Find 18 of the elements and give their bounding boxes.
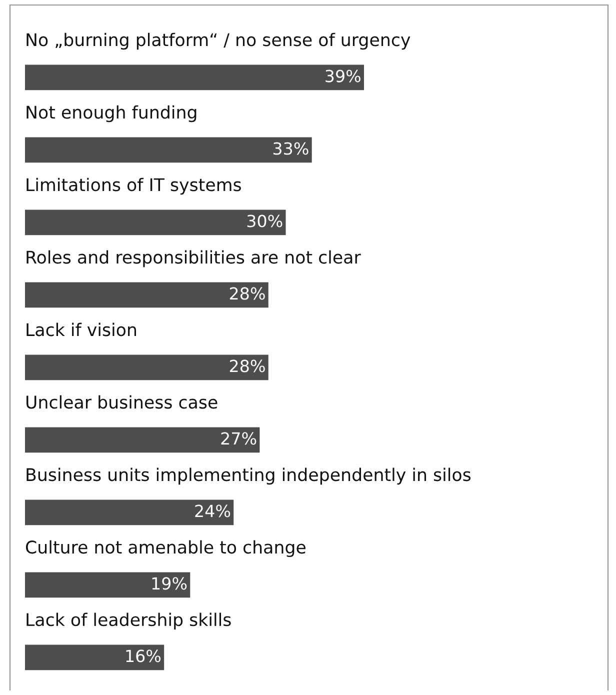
y-tick-label: Lack if vision (26, 322, 136, 336)
data-label: 16% (126, 650, 161, 662)
data-label: 28% (230, 360, 265, 372)
data-label: 39% (326, 70, 360, 82)
y-tick-label: Culture not amenable to change (26, 540, 306, 558)
y-tick-label: Not enough funding (26, 105, 196, 122)
y-tick-label: No „burning platform“ / no sense of urgency (26, 32, 410, 50)
data-label: 27% (221, 432, 256, 445)
data-label: 33% (273, 142, 308, 155)
y-tick-label: Limitations of IT systems (26, 178, 241, 195)
data-label: 28% (230, 287, 265, 300)
y-tick-label: Business units implementing independently in silos (26, 468, 471, 485)
data-label: 30% (247, 214, 282, 228)
y-tick-label: Lack of leadership skills (26, 612, 231, 630)
y-tick-label: Roles and responsibilities are not clear (26, 250, 361, 268)
data-label: 24% (195, 504, 230, 518)
data-label: 19% (152, 577, 187, 590)
y-tick-label: Unclear business case (26, 395, 218, 409)
